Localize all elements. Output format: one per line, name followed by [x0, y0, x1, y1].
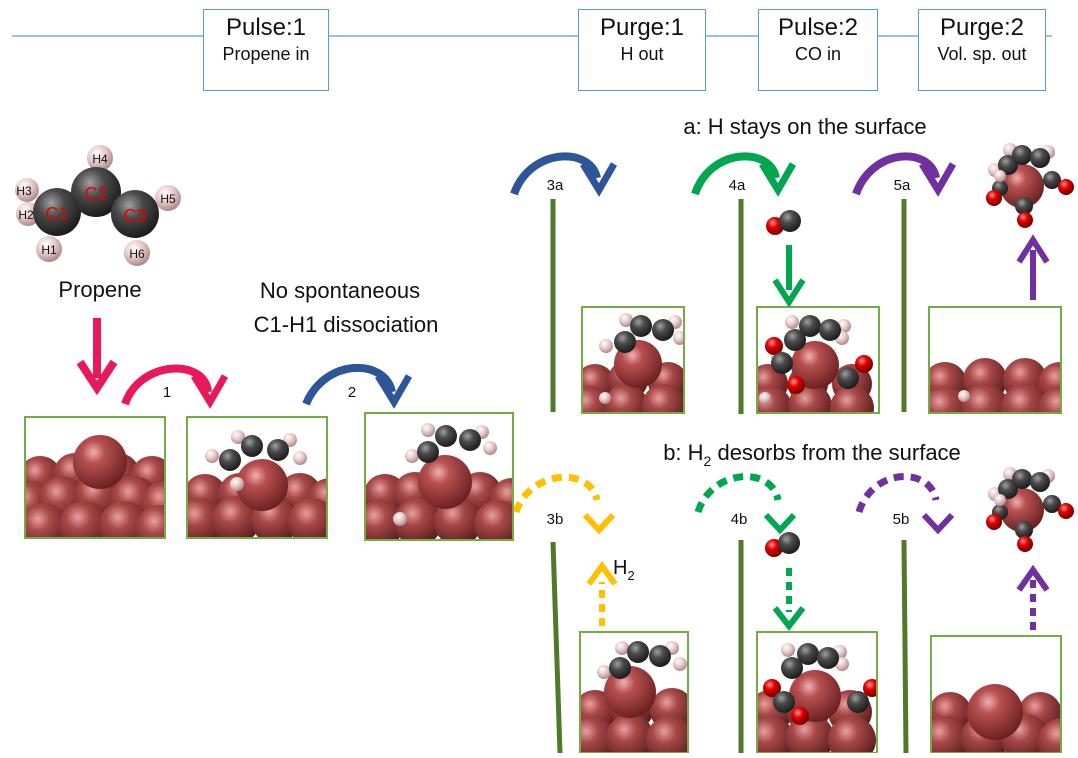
- surface-propene-adsorbed: [187, 417, 327, 538]
- phase-pulse-2-title: Pulse:2: [777, 14, 859, 41]
- surface-bare: [25, 417, 165, 538]
- phase-pulse-1-subtitle: Propene in: [222, 44, 310, 64]
- surface-b-cleaned: [931, 636, 1061, 753]
- phase-purge-2: Purge:2 Vol. sp. out: [918, 9, 1046, 91]
- phase-pulse-1: Pulse:1 Propene in: [203, 9, 329, 91]
- surface-propene-adsorbed-frame: [186, 416, 328, 539]
- surface-b-co-adsorbed: [757, 632, 877, 753]
- surface-a-co-adsorbed: [757, 307, 879, 413]
- pathway-b-subscript: 2: [704, 453, 712, 469]
- hydrogen-label-h3: H3: [16, 184, 32, 198]
- hydrogen-label-h4: H4: [92, 152, 108, 166]
- note-line-2: C1-H1 dissociation: [254, 312, 439, 337]
- step-label-3a: 3a: [547, 177, 564, 194]
- hydrogen-label-h6: H6: [129, 247, 145, 261]
- molecule-name: Propene: [58, 277, 141, 302]
- phase-pulse-1-title: Pulse:1: [225, 14, 307, 41]
- arrow-step-1: [121, 364, 229, 409]
- desorption-arrow-b: [1016, 564, 1050, 630]
- surface-a-co-adsorbed-frame: [756, 306, 880, 414]
- phase-purge-1-title: Purge:1: [599, 14, 685, 41]
- note-line-1: No spontaneous: [260, 278, 420, 303]
- step-label-5b: 5b: [893, 511, 910, 528]
- co-molecule-b: [765, 532, 800, 557]
- step-label-1: 1: [163, 384, 171, 401]
- surface-bare-frame: [24, 416, 166, 539]
- hydrogen-label-h5: H5: [160, 192, 176, 206]
- pathway-b-prefix: b: H: [663, 440, 703, 465]
- phase-purge-1: Purge:1 H out: [578, 9, 706, 91]
- surface-dissociated-frame: [364, 412, 514, 541]
- arrow-step-4b: [694, 473, 797, 535]
- pathway-b-heading: b: H2 desorbs from the surface: [663, 440, 961, 469]
- hydrogen-label-h2: H2: [18, 208, 34, 222]
- step-label-4b: 4b: [731, 511, 748, 528]
- step-label-3b: 3b: [547, 511, 564, 528]
- h2-label-sub: 2: [627, 568, 634, 583]
- surface-a-cleaned: [929, 307, 1061, 413]
- arrow-step-5a: [852, 152, 957, 197]
- surface-dissociated: [365, 413, 513, 540]
- propene-molecule: [15, 145, 181, 266]
- phase-purge-2-subtitle: Vol. sp. out: [937, 44, 1027, 64]
- co-in-arrow-b: [772, 568, 806, 631]
- co-in-arrow-a: [772, 245, 806, 308]
- phase-purge-1-subtitle: H out: [620, 44, 664, 64]
- step-label-4a: 4a: [729, 177, 746, 194]
- phase-pulse-2: Pulse:2 CO in: [758, 9, 878, 91]
- adsorption-arrow: [76, 318, 118, 396]
- h2-out-arrow: [586, 560, 618, 626]
- hydrogen-label-h1: H1: [41, 243, 57, 257]
- phase-pulse-2-subtitle: CO in: [794, 44, 841, 64]
- h2-label-base: H: [613, 557, 627, 579]
- carbon-label-c1: C1: [45, 204, 68, 224]
- phase-purge-2-title: Purge:2: [939, 14, 1025, 41]
- h2-label: H2: [613, 557, 635, 583]
- carbon-label-c3: C3: [123, 206, 146, 226]
- surface-a-h-retained: [582, 307, 684, 413]
- step-label-5a: 5a: [894, 177, 911, 194]
- surface-a-cleaned-frame: [928, 306, 1062, 414]
- reactor-walls: [550, 199, 909, 754]
- pathway-a-heading: a: H stays on the surface: [683, 114, 926, 139]
- surface-b-h2-desorbed: [580, 632, 688, 753]
- arrow-step-5b: [855, 473, 955, 535]
- arrow-step-4a: [691, 152, 797, 197]
- arrow-step-2: [302, 363, 413, 409]
- co-molecule-a: [766, 210, 801, 235]
- arrow-step-3a: [510, 152, 618, 197]
- pathway-b-suffix: desorbs from the surface: [711, 440, 960, 465]
- surface-a-h-retained-frame: [581, 306, 685, 414]
- carbon-label-c2: C2: [84, 184, 107, 204]
- desorption-arrow-a: [1016, 234, 1050, 300]
- product-cluster-a: [986, 143, 1074, 228]
- product-cluster-b: [986, 467, 1074, 552]
- arrow-step-3b: [512, 473, 616, 535]
- step-label-2: 2: [348, 384, 356, 401]
